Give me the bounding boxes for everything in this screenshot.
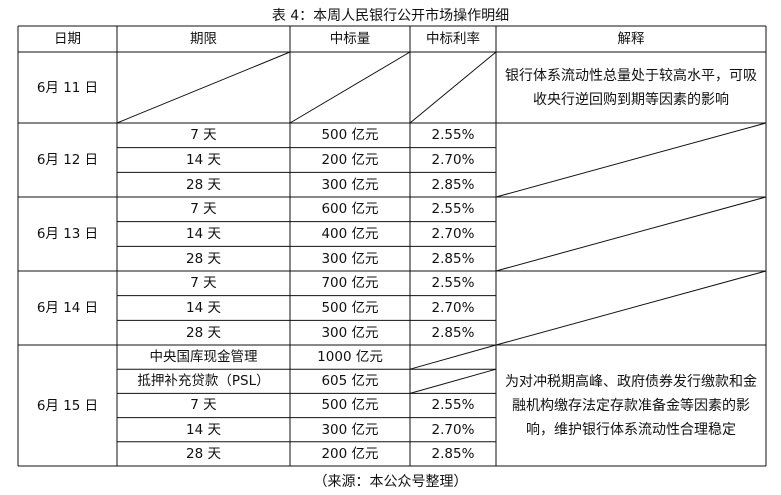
empty-cell-diagonal [495, 270, 767, 346]
term-cell: 抵押补充贷款（PSL） [137, 373, 270, 390]
amount-cell: 500 亿元 [321, 397, 379, 414]
rate-cell: 2.55% [431, 275, 475, 292]
date-cell: 6月 15 日 [36, 397, 99, 414]
header-term: 期限 [190, 31, 217, 47]
rate-cell: 2.70% [431, 299, 475, 316]
term-cell: 7 天 [190, 201, 217, 218]
date-cell: 6月 11 日 [36, 79, 99, 96]
empty-cell-diagonal [409, 51, 497, 124]
amount-cell: 300 亿元 [321, 324, 379, 341]
empty-cell-diagonal [289, 51, 411, 124]
date-cell: 6月 13 日 [36, 226, 99, 242]
header-explanation: 解释 [617, 31, 645, 47]
empty-cell-diagonal [495, 196, 767, 272]
term-cell: 28 天 [186, 324, 221, 341]
term-cell: 14 天 [186, 151, 221, 168]
date-cell: 6月 12 日 [36, 152, 99, 168]
date-cell: 6月 14 日 [36, 300, 99, 316]
explanation-cell: 为对冲税期高峰、政府债券发行缴款和金融机构缴存法定存款准备金等因素的影响，维护银… [505, 373, 757, 438]
empty-cell-diagonal [116, 51, 291, 124]
rate-cell: 2.55% [431, 127, 475, 144]
rate-cell: 2.55% [431, 397, 475, 414]
amount-cell: 300 亿元 [321, 176, 379, 193]
header-amount: 中标量 [329, 31, 371, 47]
amount-cell: 400 亿元 [321, 225, 379, 242]
rate-cell: 2.85% [431, 250, 475, 267]
term-cell: 14 天 [186, 225, 221, 242]
term-cell: 28 天 [186, 250, 221, 267]
amount-cell: 700 亿元 [321, 275, 379, 292]
amount-cell: 300 亿元 [321, 250, 379, 267]
rate-cell: 2.70% [431, 151, 475, 168]
amount-cell: 1000 亿元 [317, 349, 383, 366]
source-note: （来源：本公众号整理） [313, 474, 468, 490]
term-cell: 中央国库现金管理 [149, 349, 258, 366]
term-cell: 28 天 [186, 176, 221, 193]
empty-cell-diagonal [495, 122, 767, 198]
amount-cell: 500 亿元 [321, 299, 379, 316]
empty-cell-diagonal [409, 344, 497, 370]
amount-cell: 500 亿元 [321, 127, 379, 144]
rate-cell: 2.85% [431, 445, 475, 462]
amount-cell: 200 亿元 [321, 445, 379, 462]
amount-cell: 200 亿元 [321, 151, 379, 168]
rate-cell: 2.85% [431, 176, 475, 193]
term-cell: 14 天 [186, 299, 221, 316]
explanation-cell: 银行体系流动性总量处于较高水平，可吸收央行逆回购到期等因素的影响 [505, 67, 757, 108]
rate-cell: 2.70% [431, 225, 475, 242]
amount-cell: 300 亿元 [321, 421, 379, 438]
term-cell: 7 天 [190, 127, 217, 144]
term-cell: 14 天 [186, 421, 221, 438]
header-date: 日期 [54, 31, 81, 47]
rate-cell: 2.85% [431, 324, 475, 341]
amount-cell: 605 亿元 [321, 373, 379, 390]
term-cell: 28 天 [186, 445, 221, 462]
header-rate: 中标利率 [426, 31, 480, 47]
amount-cell: 600 亿元 [321, 201, 379, 218]
empty-cell-diagonal [409, 368, 497, 394]
table-title: 表 4：本周人民银行公开市场操作明细 [271, 8, 510, 24]
rate-cell: 2.55% [431, 201, 475, 218]
term-cell: 7 天 [190, 275, 217, 292]
term-cell: 7 天 [190, 397, 217, 414]
rate-cell: 2.70% [431, 421, 475, 438]
